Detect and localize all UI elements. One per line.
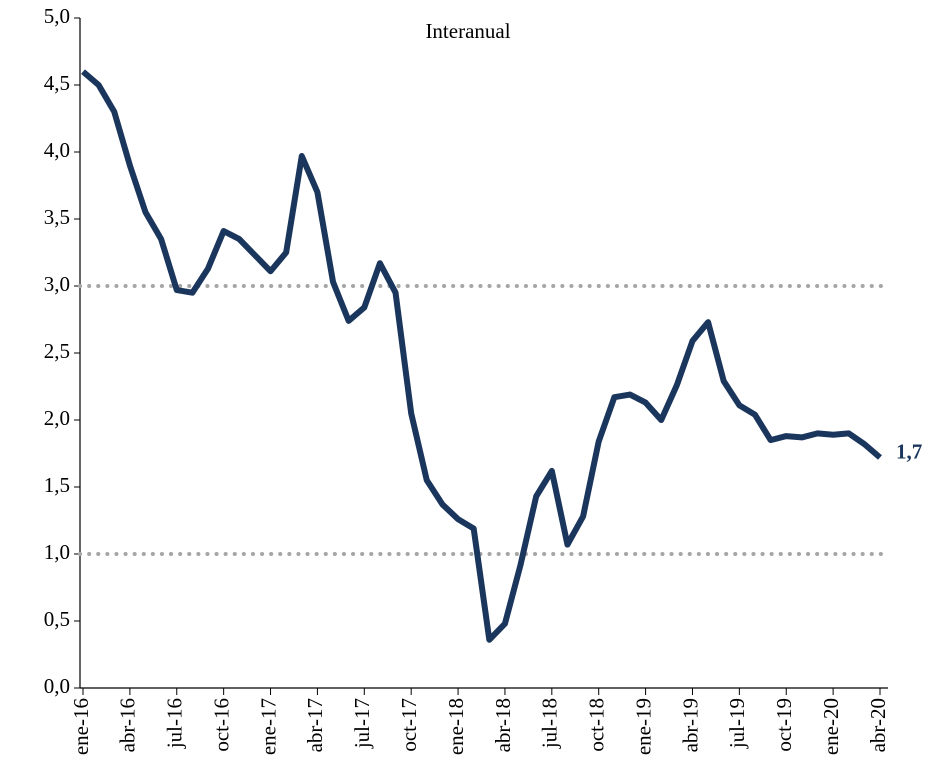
- y-tick-label: 2,5: [44, 339, 70, 363]
- y-tick-label: 3,5: [44, 205, 70, 229]
- x-tick-label: abr-18: [491, 698, 515, 752]
- x-tick-label: jul-18: [538, 698, 562, 749]
- data-label: 1,7: [896, 439, 922, 463]
- x-tick-label: abr-20: [866, 698, 890, 752]
- x-tick-label: oct-19: [772, 698, 796, 752]
- x-tick-label: ene-19: [631, 698, 655, 755]
- x-tick-label: ene-20: [819, 698, 843, 755]
- x-tick-label: ene-16: [69, 698, 93, 755]
- x-tick-label: jul-16: [163, 698, 187, 749]
- x-tick-label: oct-18: [585, 698, 609, 752]
- x-tick-label: abr-17: [303, 698, 327, 752]
- x-tick-label: jul-19: [725, 698, 749, 749]
- y-tick-label: 0,0: [44, 674, 70, 698]
- line: [81, 69, 882, 643]
- x-tick-label: abr-19: [678, 698, 702, 752]
- y-tick-label: 2,0: [44, 406, 70, 430]
- y-tick-label: 3,0: [44, 272, 70, 296]
- x-tick-label: ene-17: [256, 698, 280, 755]
- y-tick-label: 1,0: [44, 540, 70, 564]
- y-tick-label: 4,5: [44, 71, 70, 95]
- y-tick-label: 5,0: [44, 4, 70, 28]
- y-tick-label: 0,5: [44, 607, 70, 631]
- x-tick-label: oct-16: [209, 698, 233, 752]
- y-tick-label: 4,0: [44, 138, 70, 162]
- x-tick-label: jul-17: [350, 698, 374, 749]
- y-tick-label: 1,5: [44, 473, 70, 497]
- chart-title: Interanual: [425, 19, 510, 43]
- x-tick-label: oct-17: [397, 698, 421, 752]
- x-tick-label: abr-16: [116, 698, 140, 752]
- x-tick-label: ene-18: [444, 698, 468, 755]
